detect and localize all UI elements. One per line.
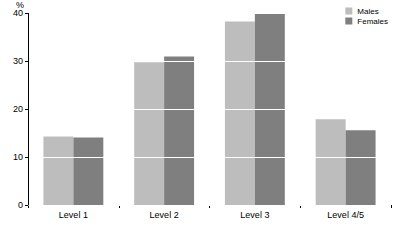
- svg-text:0: 0: [18, 200, 23, 210]
- svg-text:40: 40: [13, 8, 23, 18]
- svg-text:Level 4/5: Level 4/5: [327, 210, 364, 220]
- svg-text:Females: Females: [357, 17, 388, 26]
- svg-text:30: 30: [13, 56, 23, 66]
- svg-text:Level 2: Level 2: [150, 210, 179, 220]
- svg-text:Level 3: Level 3: [240, 210, 269, 220]
- svg-text:Level 1: Level 1: [59, 210, 88, 220]
- svg-text:20: 20: [13, 104, 23, 114]
- svg-text:10: 10: [13, 152, 23, 162]
- svg-text:Males: Males: [357, 7, 378, 16]
